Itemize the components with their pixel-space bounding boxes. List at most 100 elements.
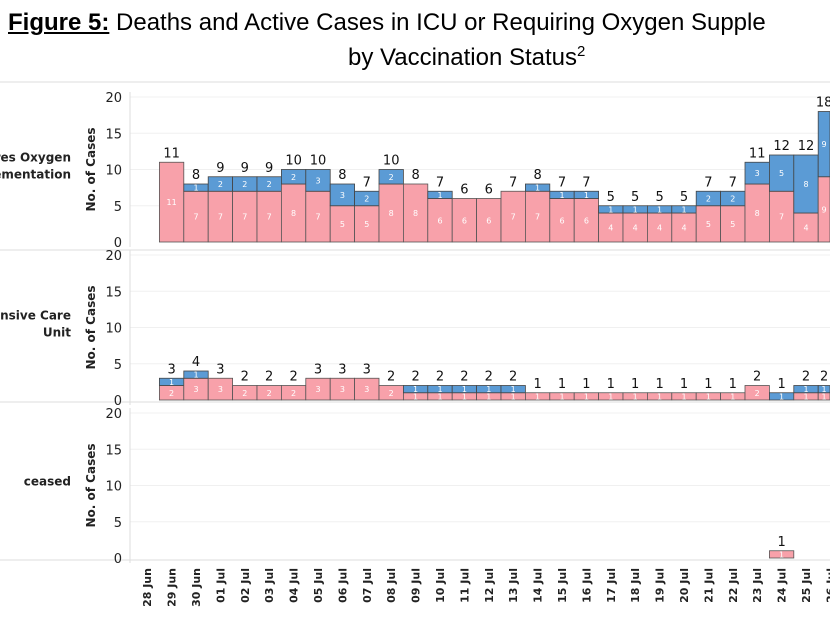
total-label: 2 xyxy=(436,370,444,385)
bar-segment-blue xyxy=(769,154,795,192)
total-label: 2 xyxy=(265,370,273,385)
x-tick-label: 14 Jul xyxy=(532,568,545,603)
segment-label: 6 xyxy=(486,216,491,225)
total-label: 6 xyxy=(460,183,468,198)
total-label: 1 xyxy=(631,377,639,392)
x-tick-label: 12 Jul xyxy=(483,568,496,603)
bar-segment-pink xyxy=(256,190,282,243)
bar-segment-pink xyxy=(280,183,307,243)
bar-segment-blue xyxy=(378,169,404,185)
y-axis-label: No. of Cases xyxy=(84,444,98,528)
segment-label: 1 xyxy=(413,385,418,394)
segment-label: 1 xyxy=(486,392,491,401)
total-label: 8 xyxy=(338,168,346,183)
segment-label: 3 xyxy=(755,169,760,178)
segment-label: 2 xyxy=(291,173,296,182)
y-tick-label: 10 xyxy=(105,322,122,337)
total-label: 5 xyxy=(631,190,639,205)
bar-segment-pink xyxy=(720,205,746,243)
y-tick-label: 5 xyxy=(114,200,122,215)
segment-label: 7 xyxy=(242,213,247,222)
segment-label: 3 xyxy=(340,385,345,394)
segment-label: 1 xyxy=(193,184,198,193)
segment-label: 6 xyxy=(559,216,564,225)
total-label: 1 xyxy=(558,377,566,392)
y-axis-label: No. of Cases xyxy=(84,286,98,370)
total-label: 12 xyxy=(798,139,815,154)
total-label: 1 xyxy=(607,377,615,392)
segment-label: 2 xyxy=(706,195,711,204)
segment-label: 1 xyxy=(535,392,540,401)
y-tick-label: 15 xyxy=(105,443,122,458)
x-tick-label: 30 Jun xyxy=(190,568,203,607)
x-tick-label: 02 Jul xyxy=(239,568,252,603)
segment-label: 2 xyxy=(389,173,394,182)
total-label: 6 xyxy=(485,183,493,198)
x-tick-label: 05 Jul xyxy=(312,568,325,603)
segment-label: 2 xyxy=(291,389,296,398)
total-label: 3 xyxy=(363,362,371,377)
segment-label: 3 xyxy=(340,191,345,200)
segment-label: 7 xyxy=(511,213,516,222)
total-label: 2 xyxy=(753,370,761,385)
bar-segment-blue xyxy=(525,183,551,192)
segment-label: 4 xyxy=(681,224,686,233)
segment-label: 4 xyxy=(608,224,613,233)
y-tick-label: 0 xyxy=(114,394,122,409)
y-tick-label: 0 xyxy=(114,236,122,251)
segment-label: 2 xyxy=(364,195,369,204)
total-label: 5 xyxy=(680,190,688,205)
x-tick-label: 13 Jul xyxy=(507,568,520,603)
segment-label: 4 xyxy=(633,224,638,233)
x-tick-label: 18 Jul xyxy=(629,568,642,603)
total-label: 2 xyxy=(802,370,810,385)
y-axis-label: No. of Cases xyxy=(84,128,98,212)
bar-segment-pink xyxy=(451,198,478,243)
figure-label: Figure 5: xyxy=(8,9,110,36)
bar-segment-blue xyxy=(793,154,819,214)
segment-label: 3 xyxy=(315,385,320,394)
segment-label: 7 xyxy=(535,213,540,222)
x-tick-label: 10 Jul xyxy=(434,568,447,603)
segment-label: 11 xyxy=(167,198,177,207)
total-label: 18 xyxy=(816,96,830,111)
segment-label: 1 xyxy=(437,392,442,401)
total-label: 8 xyxy=(411,168,419,183)
bar-segment-pink xyxy=(525,190,551,243)
segment-label: 1 xyxy=(608,392,613,401)
x-tick-label: 25 Jul xyxy=(800,568,813,603)
total-label: 1 xyxy=(533,377,541,392)
segment-label: 3 xyxy=(218,385,223,394)
total-label: 12 xyxy=(773,139,790,154)
segment-label: 1 xyxy=(681,205,686,214)
segment-label: 1 xyxy=(486,385,491,394)
total-label: 5 xyxy=(655,190,663,205)
segment-label: 1 xyxy=(822,392,827,401)
title-superscript: 2 xyxy=(577,43,586,60)
segment-label: 1 xyxy=(462,385,467,394)
bar-segment-pink xyxy=(769,550,795,559)
x-tick-label: 19 Jul xyxy=(654,568,667,603)
total-label: 9 xyxy=(216,161,224,176)
total-label: 7 xyxy=(558,175,566,190)
segment-label: 1 xyxy=(511,392,516,401)
segment-label: 9 xyxy=(822,205,827,214)
bar-segment-pink xyxy=(500,190,526,243)
segment-label: 8 xyxy=(803,180,808,189)
segment-label: 2 xyxy=(242,389,247,398)
x-tick-label: 20 Jul xyxy=(678,568,691,603)
bar-segment-pink xyxy=(402,183,429,243)
y-tick-label: 15 xyxy=(105,285,122,300)
x-tick-label: 22 Jul xyxy=(727,568,740,603)
x-tick-label: 09 Jul xyxy=(410,568,423,603)
panel-label: ensive Care xyxy=(0,309,71,323)
segment-label: 3 xyxy=(193,385,198,394)
x-tick-label: 06 Jul xyxy=(336,568,349,603)
bar-segment-pink xyxy=(329,205,356,243)
y-tick-label: 5 xyxy=(114,516,122,531)
bar-segment-blue xyxy=(183,370,209,379)
y-tick-label: 20 xyxy=(105,407,122,422)
segment-label: 2 xyxy=(730,195,735,204)
segment-label: 1 xyxy=(730,392,735,401)
bar-segment-pink xyxy=(232,190,258,243)
